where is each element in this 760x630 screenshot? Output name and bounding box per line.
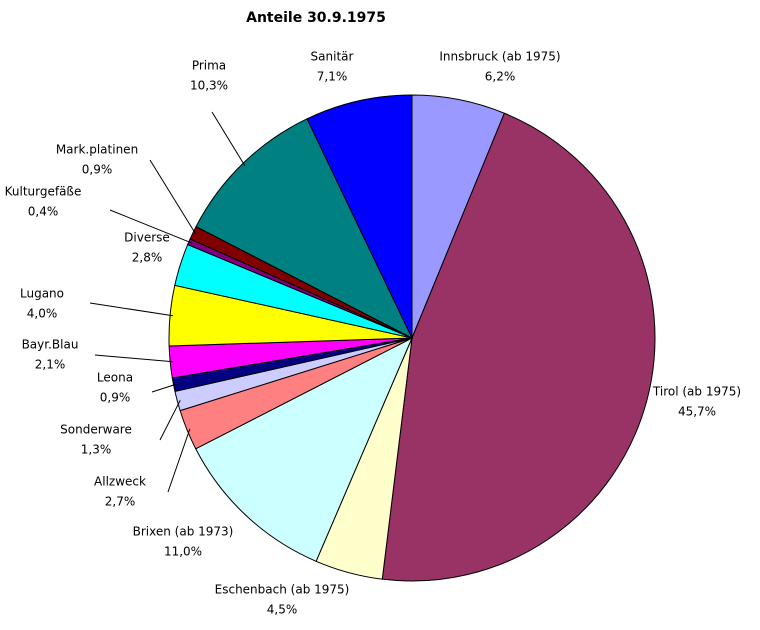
slice-label: Allzweck [94,475,146,489]
slice-value-label: 45,7% [678,405,716,419]
slice-value-label: 4,5% [267,603,298,617]
pie-slice [195,336,414,562]
slice-label: Innsbruck (ab 1975) [439,50,560,64]
pie-slice [306,94,413,339]
pie-slice [195,118,414,340]
slice-value-label: 2,8% [132,251,163,265]
slice-label: Eschenbach (ab 1975) [215,583,350,597]
leader-line [149,159,197,235]
slice-label: Bayr.Blau [22,338,79,352]
slice-label: Brixen (ab 1973) [133,525,234,539]
leader-line [211,111,246,167]
slice-value-label: 1,3% [81,443,112,457]
slice-value-label: 11,0% [164,545,202,559]
slice-value-label: 0,4% [28,205,59,219]
slice-label: Prima [192,59,226,73]
pie-slice [381,112,656,582]
slice-value-label: 6,2% [485,70,516,84]
chart-title: Anteile 30.9.1975 [246,10,386,26]
slice-label: Mark.platinen [56,143,138,157]
slice-value-label: 10,3% [190,79,228,93]
slice-label: Kulturgefäße [5,185,82,199]
leader-line [167,428,191,493]
slice-value-label: 2,7% [105,495,136,509]
leader-line [151,383,177,393]
slice-label: Leona [97,371,133,385]
slice-value-label: 2,1% [35,358,66,372]
slice-label: Sanitär [311,50,354,64]
slice-value-label: 4,0% [27,307,58,321]
leader-line [109,209,192,244]
slice-label: Diverse [124,231,170,245]
slice-label: Tirol (ab 1975) [652,385,741,399]
slice-label: Lugano [20,287,64,301]
slice-value-label: 0,9% [100,391,131,405]
leader-line [89,302,174,317]
slice-label: Sonderware [60,423,132,437]
leader-line [94,354,174,363]
leader-line [159,400,181,441]
slice-value-label: 0,9% [82,163,113,177]
slice-value-label: 7,1% [317,70,348,84]
